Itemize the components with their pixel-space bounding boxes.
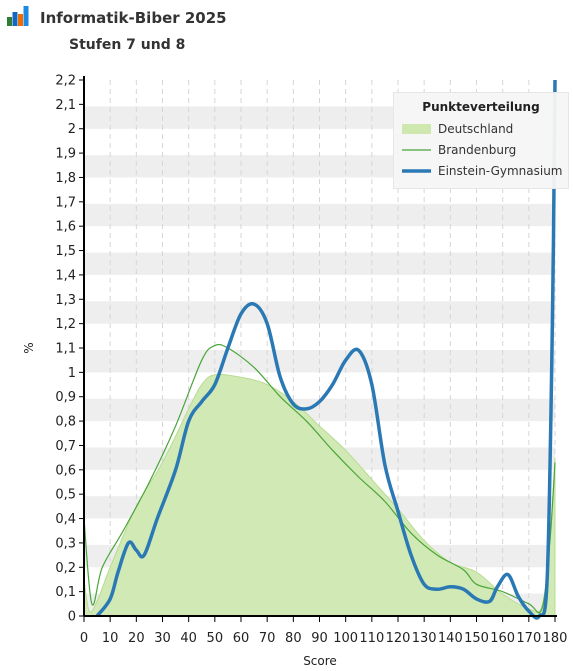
series-brandenburg-line [83, 343, 556, 614]
x-tick-label: 30 [154, 631, 171, 646]
legend-swatch-line-icon [402, 149, 431, 151]
y-tick-label: 0,4 [55, 512, 76, 527]
page-title: Informatik-Biber 2025 [40, 9, 227, 27]
legend-label: Deutschland [438, 122, 514, 136]
legend-swatch-line-icon [402, 169, 431, 173]
series-einstein-gymnasium-line [95, 79, 557, 620]
x-tick-label: 180 [543, 631, 568, 646]
y-tick-label: 1,9 [55, 147, 76, 162]
y-tick-label: 1,3 [55, 293, 76, 308]
y-axis-label: % [22, 342, 36, 353]
x-tick-labels: 0 10 20 30 40 50 60 70 80 90 100 110 120 130 140 150 160… [80, 616, 568, 646]
y-tick-label: 0 [68, 610, 76, 625]
y-tick-label: 0,3 [55, 536, 76, 551]
legend-item-deutschland[interactable]: Deutschland [402, 122, 567, 138]
y-tick-label: 1,1 [55, 342, 76, 357]
chart-legend: Punkteverteilung Deutschland Brandenburg… [393, 92, 569, 189]
y-tick-label: 0,7 [55, 439, 76, 454]
x-tick-label: 100 [333, 631, 358, 646]
legend-swatch-area-icon [402, 124, 431, 134]
x-tick-label: 90 [311, 631, 328, 646]
y-tick-label: 2,1 [55, 98, 76, 113]
x-tick-label: 150 [464, 631, 489, 646]
x-tick-label: 80 [285, 631, 302, 646]
y-tick-label: 1,4 [55, 268, 76, 283]
x-axis-label: Score [303, 654, 337, 668]
grid-band [84, 301, 555, 324]
y-tick-label: 1,2 [55, 317, 76, 332]
chart-header: Informatik-Biber 2025 Stufen 7 und 8 [0, 0, 573, 62]
x-tick-label: 70 [259, 631, 276, 646]
y-tick-label: 0,2 [55, 561, 76, 576]
bar-chart-logo-icon [7, 6, 29, 26]
x-tick-label: 40 [180, 631, 197, 646]
y-tick-label: 1 [68, 366, 76, 381]
legend-title: Punkteverteilung [422, 100, 540, 114]
x-tick-label: 110 [359, 631, 384, 646]
y-tick-labels: 0 0,1 0,2 0,3 0,4 0,5 0,6 0,7 0,8 0,9 1 1,1 1,2 1,3 1,… [55, 74, 84, 625]
y-tick-label: 0,6 [55, 463, 76, 478]
x-tick-label: 20 [128, 631, 145, 646]
legend-label: Brandenburg [438, 143, 517, 157]
y-tick-label: 1,6 [55, 220, 76, 235]
y-tick-label: 1,8 [55, 171, 76, 186]
y-tick-label: 2,2 [55, 74, 76, 89]
x-tick-label: 130 [412, 631, 437, 646]
x-tick-label: 50 [207, 631, 224, 646]
y-tick-label: 0,8 [55, 415, 76, 430]
x-tick-label: 140 [438, 631, 463, 646]
legend-item-brandenburg[interactable]: Brandenburg [402, 143, 567, 159]
series-layer [83, 79, 557, 620]
y-tick-label: 2 [68, 122, 76, 137]
y-tick-label: 0,1 [55, 585, 76, 600]
x-tick-label: 160 [490, 631, 515, 646]
x-tick-label: 60 [233, 631, 250, 646]
y-tick-label: 1,5 [55, 244, 76, 259]
x-tick-label: 10 [102, 631, 119, 646]
x-tick-label: 0 [80, 631, 88, 646]
y-tick-label: 0,5 [55, 488, 76, 503]
y-tick-label: 0,9 [55, 390, 76, 405]
page-subtitle: Stufen 7 und 8 [69, 37, 186, 53]
y-tick-label: 1,7 [55, 195, 76, 210]
x-tick-label: 120 [386, 631, 411, 646]
legend-label: Einstein-Gymnasium [438, 164, 563, 178]
legend-item-einstein-gymnasium[interactable]: Einstein-Gymnasium [402, 164, 567, 180]
x-tick-label: 170 [516, 631, 541, 646]
